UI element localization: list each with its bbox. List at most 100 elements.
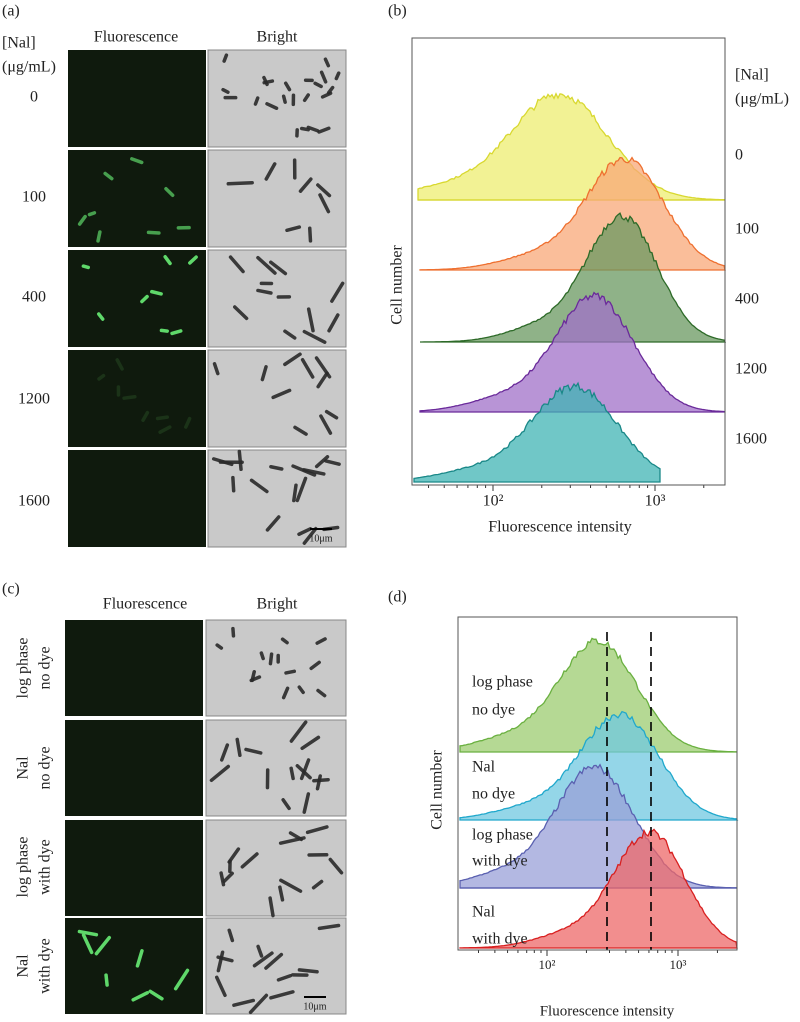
cell (164, 186, 175, 198)
cell (248, 993, 269, 1015)
row-label: no dye (472, 786, 515, 803)
cell (328, 857, 344, 875)
cell (256, 288, 273, 295)
cell (276, 974, 293, 982)
cell (327, 313, 340, 333)
cell (295, 476, 308, 503)
row-label: log phase (472, 674, 533, 691)
histograms (413, 92, 739, 956)
cell (313, 81, 323, 89)
row-label: 400 (22, 289, 46, 306)
cell (285, 225, 302, 233)
row-header: [Nal] (2, 35, 36, 52)
cell (288, 831, 304, 842)
cell (299, 126, 310, 132)
cell (300, 735, 321, 751)
cell (81, 264, 90, 270)
cell (221, 87, 230, 94)
cell (103, 171, 114, 181)
cell (249, 478, 269, 494)
cell (269, 260, 288, 276)
row-labels: log phase no dye Nal no dye log phase wi… (472, 674, 533, 948)
histogram-ridge (459, 710, 739, 821)
cell (262, 75, 269, 87)
row-label: Nal (15, 756, 32, 780)
row-label: log phase (15, 638, 32, 699)
row-label: 1200 (18, 391, 50, 408)
cell (293, 425, 308, 436)
cell (170, 329, 183, 336)
cell (268, 896, 275, 918)
cell (317, 923, 341, 931)
x-tick-label: 10³ (670, 957, 687, 972)
cell (219, 871, 226, 887)
cell (308, 226, 313, 243)
cell (323, 57, 331, 68)
bright-image (205, 619, 347, 717)
scale-bar-label: 10μm (309, 533, 332, 544)
cell (222, 53, 229, 63)
legend-label: 0 (735, 147, 743, 164)
cell (115, 358, 124, 371)
y-axis-label: Cell number (429, 750, 446, 830)
bright-image (207, 249, 347, 348)
cell (249, 675, 262, 683)
cell (222, 871, 234, 884)
cell (305, 825, 329, 835)
cell (97, 312, 105, 321)
cell (265, 515, 281, 532)
cell (228, 255, 245, 274)
y-axis-label: Cell number (389, 245, 406, 325)
panel-label: (d) (388, 589, 407, 606)
cell (311, 879, 324, 890)
cell (97, 373, 106, 381)
fluorescence-image (68, 350, 206, 447)
cell (300, 357, 315, 379)
cell (316, 688, 327, 698)
cell (209, 764, 231, 783)
bright-image (207, 349, 347, 448)
legend-label: 400 (735, 291, 759, 308)
cell (334, 71, 341, 81)
column-header: Bright (257, 596, 298, 613)
cell (81, 933, 94, 955)
cell (283, 81, 292, 92)
cell (302, 329, 327, 344)
cell (309, 660, 321, 671)
cell (318, 193, 331, 214)
plot-frame (457, 616, 738, 951)
row-label: 100 (22, 189, 46, 206)
row-label: Nal (472, 904, 496, 921)
column-header: Bright (257, 29, 298, 46)
plot-frame (411, 37, 726, 486)
row-label: 0 (30, 89, 38, 106)
cell (231, 475, 236, 493)
cell (264, 162, 277, 181)
cell (315, 637, 327, 645)
cell (319, 414, 333, 435)
legend-header: (μg/mL) (735, 91, 789, 108)
column-header: Fluorescence (94, 29, 178, 46)
row-label: log phase (472, 827, 533, 844)
row-label: with dye (472, 931, 528, 948)
cell (289, 766, 295, 781)
fluorescence-image (65, 820, 203, 916)
cell (184, 416, 192, 429)
micrographs (65, 49, 347, 1015)
cell (77, 214, 87, 226)
cell (104, 973, 109, 987)
cell (215, 643, 224, 650)
cell (148, 989, 164, 1001)
cell (324, 409, 339, 420)
cell (278, 885, 285, 902)
cell (219, 743, 230, 762)
cell (135, 949, 144, 968)
cell (264, 952, 284, 970)
cell (215, 975, 227, 998)
cell (158, 425, 172, 434)
cell (252, 951, 274, 968)
fluorescence-image (68, 250, 206, 347)
fluorescence-image (65, 720, 203, 816)
row-label: with dye (472, 853, 528, 870)
row-label: Nal (472, 759, 496, 776)
